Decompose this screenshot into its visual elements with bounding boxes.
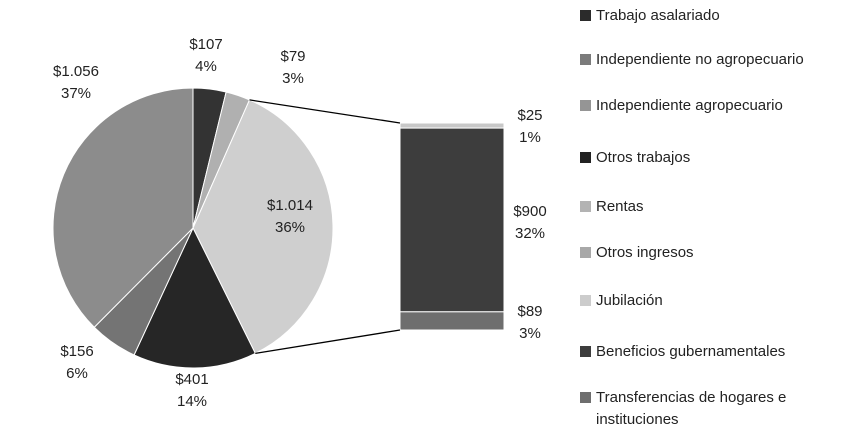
connector-line-top (249, 99, 401, 124)
bar-segment-3 (399, 311, 505, 331)
connector-line-bottom (255, 329, 401, 355)
legend-label-1: Trabajo asalariado (596, 7, 720, 24)
pie-label-5: $156 6% (60, 343, 93, 382)
pie-slice-6 (52, 87, 194, 328)
legend-swatch-2 (580, 54, 591, 65)
bar-segment-2 (399, 127, 505, 313)
pie-label-3: $1.014 36% (267, 197, 313, 236)
bar-label-2: $900 32% (513, 203, 546, 242)
legend-swatch-1 (580, 10, 591, 21)
legend-label-5: Rentas (596, 198, 644, 215)
pie-label-4: $401 14% (175, 371, 208, 410)
pie-label-2: $79 3% (280, 48, 305, 87)
legend-label-6: Otros ingresos (596, 244, 694, 261)
bar-label-1: $25 1% (517, 107, 542, 146)
pie-label-6: $1.056 37% (53, 63, 99, 102)
legend-swatch-6 (580, 247, 591, 258)
legend-label-2: Independiente no agropecuario (596, 51, 804, 68)
legend-swatch-9 (580, 392, 591, 403)
legend-label-3: Independiente agropecuario (596, 97, 783, 114)
legend-swatch-5 (580, 201, 591, 212)
pie-slice-3 (192, 99, 334, 355)
pie-slice-4 (133, 226, 256, 369)
legend-label-7: Jubilación (596, 292, 663, 309)
legend-swatch-7 (580, 295, 591, 306)
pie-label-1: $107 4% (189, 36, 222, 75)
legend-swatch-8 (580, 346, 591, 357)
legend-swatch-4 (580, 152, 591, 163)
legend-swatch-3 (580, 100, 591, 111)
bar-label-3: $89 3% (517, 303, 542, 342)
legend-label-9: Transferencias de hogares e instituciones (596, 389, 786, 428)
legend-label-4: Otros trabajos (596, 149, 690, 166)
legend-label-8: Beneficios gubernamentales (596, 343, 785, 360)
bar-segment-1 (399, 122, 505, 129)
